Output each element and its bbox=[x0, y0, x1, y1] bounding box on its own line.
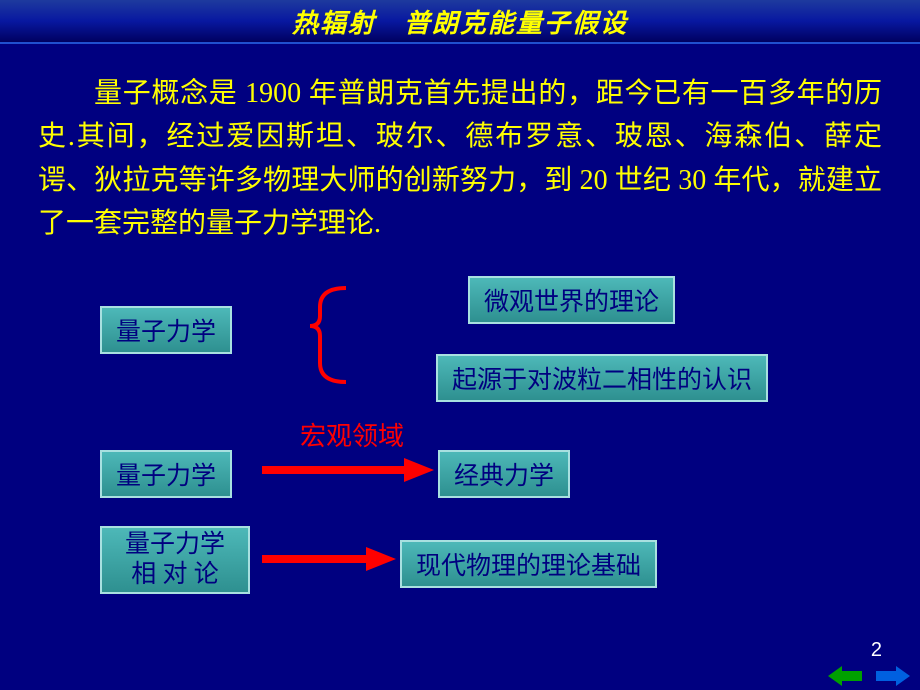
intro-paragraph: 量子概念是 1900 年普朗克首先提出的，距今已有一百多年的历史.其间，经过爱因… bbox=[38, 72, 882, 246]
slide-content: 量子概念是 1900 年普朗克首先提出的，距今已有一百多年的历史.其间，经过爱因… bbox=[0, 44, 920, 638]
box-modern-physics-basis: 现代物理的理论基础 bbox=[400, 540, 657, 588]
page-number: 2 bbox=[871, 639, 882, 662]
arrow-2-head bbox=[366, 547, 396, 571]
box-classical-mechanics: 经典力学 bbox=[438, 450, 570, 498]
slide-header: 热辐射 普朗克能量子假设 bbox=[0, 0, 920, 44]
prev-arrow-icon bbox=[828, 666, 862, 686]
box-qm3-line1: 量子力学 bbox=[125, 530, 225, 560]
box-quantum-mechanics-2: 量子力学 bbox=[100, 450, 232, 498]
box-wave-particle-origin: 起源于对波粒二相性的认识 bbox=[436, 354, 768, 402]
slide-title: 热辐射 普朗克能量子假设 bbox=[292, 3, 628, 40]
next-slide-button[interactable] bbox=[876, 666, 910, 686]
label-macro-domain: 宏观领域 bbox=[300, 416, 404, 453]
box-micro-world-theory: 微观世界的理论 bbox=[468, 276, 675, 324]
box-quantum-mechanics-1: 量子力学 bbox=[100, 306, 232, 354]
prev-slide-button[interactable] bbox=[828, 666, 862, 686]
nav-controls bbox=[828, 666, 910, 686]
box-qm3-line2: 相 对 论 bbox=[125, 560, 225, 590]
arrow-1-head bbox=[404, 458, 434, 482]
curly-bracket bbox=[310, 288, 346, 382]
concept-diagram: 量子力学 微观世界的理论 起源于对波粒二相性的认识 量子力学 宏观领域 经典力学… bbox=[38, 258, 882, 638]
next-arrow-icon bbox=[876, 666, 910, 686]
box-qm-relativity: 量子力学 相 对 论 bbox=[100, 526, 250, 594]
